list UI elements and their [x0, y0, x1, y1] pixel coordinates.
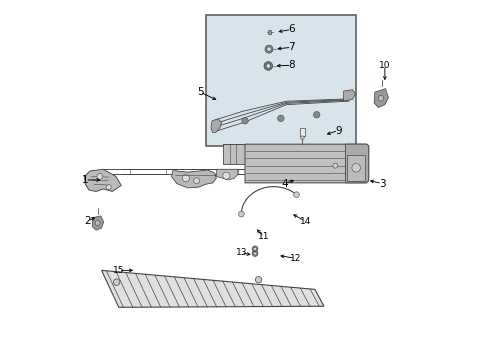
Circle shape — [113, 279, 120, 285]
Circle shape — [223, 172, 230, 179]
Text: 14: 14 — [299, 217, 311, 226]
Circle shape — [333, 163, 338, 168]
Text: 9: 9 — [335, 126, 342, 135]
Polygon shape — [343, 90, 355, 101]
Circle shape — [254, 247, 256, 250]
Circle shape — [239, 211, 245, 217]
Circle shape — [255, 276, 262, 283]
Text: 5: 5 — [197, 87, 203, 97]
Circle shape — [278, 115, 284, 122]
Text: 12: 12 — [290, 254, 301, 263]
Circle shape — [252, 251, 258, 256]
Text: 8: 8 — [288, 60, 295, 70]
Circle shape — [182, 175, 190, 182]
Circle shape — [97, 174, 102, 179]
Circle shape — [264, 62, 272, 70]
Bar — [299, 129, 305, 136]
Bar — [347, 155, 365, 181]
Polygon shape — [84, 169, 122, 192]
Text: 11: 11 — [258, 232, 270, 241]
Circle shape — [266, 64, 270, 68]
Polygon shape — [345, 144, 368, 183]
Circle shape — [265, 45, 273, 53]
Circle shape — [254, 252, 256, 255]
Circle shape — [352, 163, 361, 172]
Polygon shape — [216, 169, 238, 180]
Text: 13: 13 — [236, 248, 247, 257]
Text: 7: 7 — [288, 42, 295, 52]
Polygon shape — [92, 216, 104, 230]
Bar — [268, 31, 271, 34]
Circle shape — [267, 47, 271, 51]
Polygon shape — [223, 144, 245, 164]
Polygon shape — [172, 169, 216, 188]
Circle shape — [378, 95, 384, 101]
FancyBboxPatch shape — [205, 15, 356, 146]
Circle shape — [194, 178, 199, 184]
Text: 15: 15 — [113, 266, 124, 275]
Circle shape — [95, 221, 100, 226]
Text: 6: 6 — [288, 24, 295, 35]
Text: 1: 1 — [82, 175, 89, 185]
Circle shape — [252, 246, 258, 252]
Circle shape — [106, 185, 111, 190]
Circle shape — [294, 192, 299, 198]
Circle shape — [242, 118, 248, 124]
Text: 2: 2 — [85, 216, 91, 226]
Polygon shape — [101, 270, 324, 307]
Circle shape — [300, 136, 304, 139]
Text: 4: 4 — [281, 179, 288, 189]
Text: 10: 10 — [379, 61, 391, 70]
Polygon shape — [374, 89, 389, 108]
Text: 3: 3 — [379, 179, 385, 189]
Circle shape — [314, 112, 320, 118]
Polygon shape — [245, 144, 368, 183]
Polygon shape — [211, 119, 221, 133]
